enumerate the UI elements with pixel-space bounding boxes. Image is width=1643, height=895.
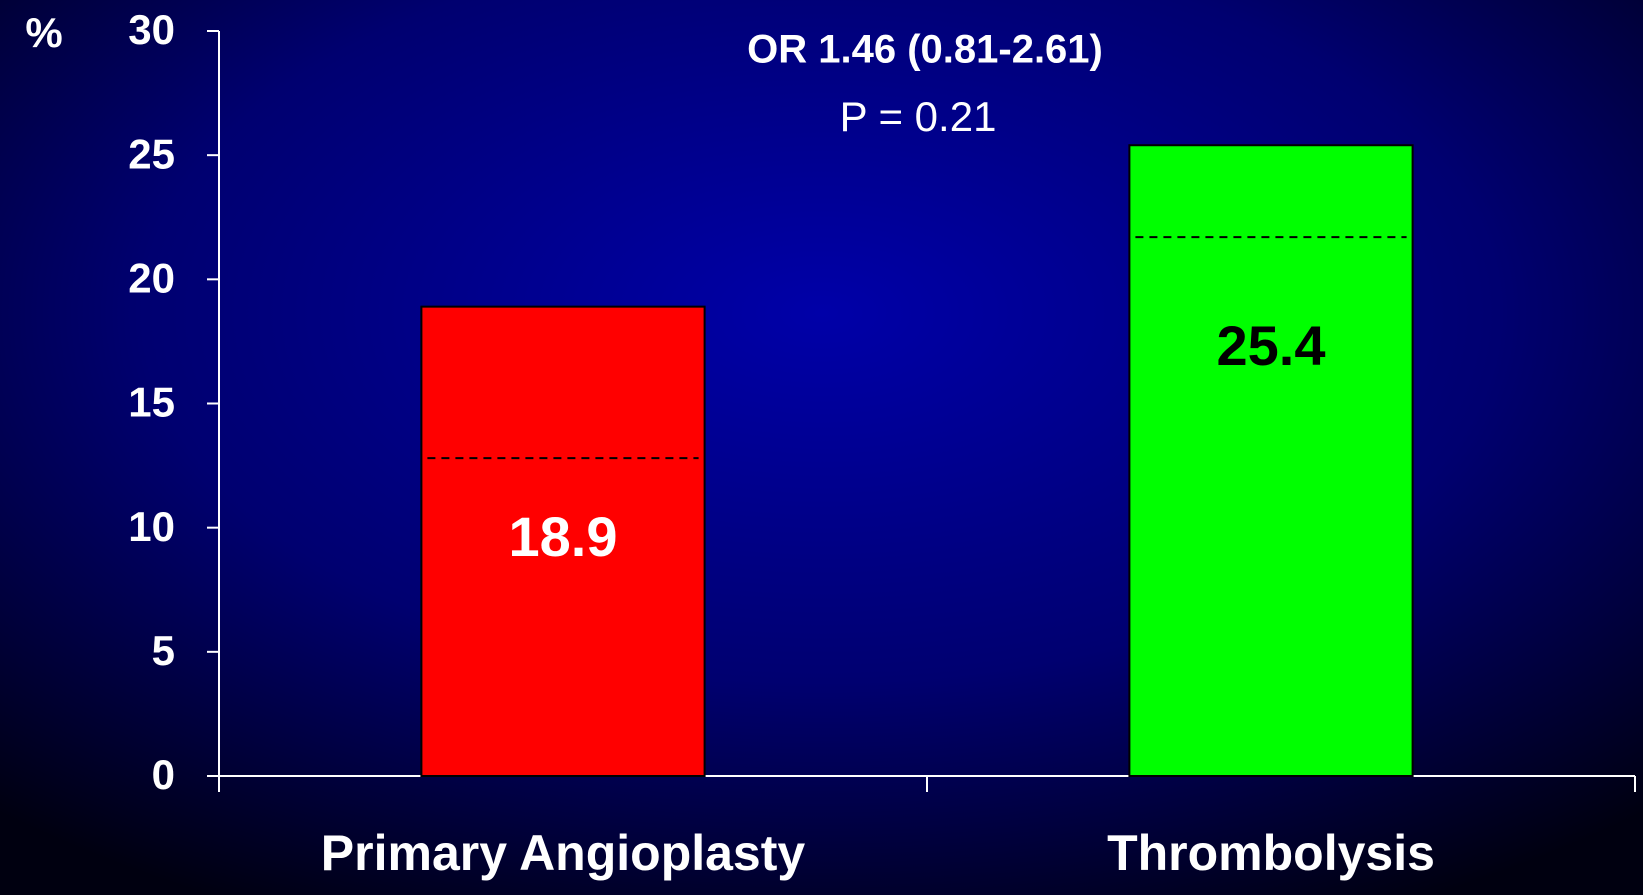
y-tick-label: 10	[128, 503, 175, 550]
annotation: P = 0.21	[840, 93, 997, 140]
y-tick-label: 0	[152, 751, 175, 798]
bar	[1128, 144, 1414, 777]
x-tick-label: Primary Angioplasty	[321, 825, 806, 881]
value-label: 18.9	[509, 505, 618, 568]
bar	[420, 305, 706, 777]
annotation: OR 1.46 (0.81-2.61)	[747, 28, 1103, 72]
y-tick-label: 25	[128, 130, 175, 177]
y-axis-label: %	[25, 9, 62, 56]
value-label: 25.4	[1217, 314, 1326, 377]
y-tick-label: 5	[152, 627, 175, 674]
y-tick-label: 20	[128, 254, 175, 301]
y-tick-label: 15	[128, 379, 175, 426]
y-tick-label: 30	[128, 6, 175, 53]
x-tick-label: Thrombolysis	[1107, 825, 1435, 881]
